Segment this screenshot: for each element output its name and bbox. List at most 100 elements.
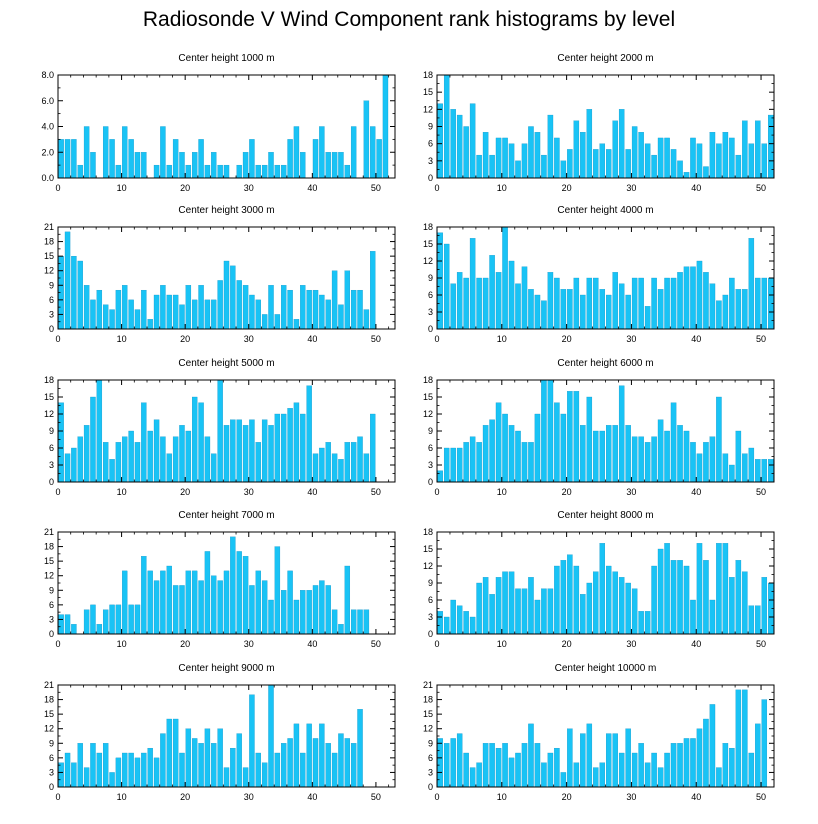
bar [300, 152, 306, 179]
x-tick-label: 10 [117, 183, 127, 193]
bar [90, 743, 96, 788]
bar [612, 733, 618, 788]
bar [350, 609, 357, 635]
bar [618, 109, 625, 179]
bar [683, 738, 690, 788]
bar [567, 728, 573, 788]
x-tick-label: 40 [691, 792, 701, 802]
bar [242, 556, 249, 635]
bar [696, 728, 703, 788]
bar [58, 614, 64, 635]
bar [198, 139, 204, 179]
bar [58, 402, 64, 483]
bar [71, 447, 77, 483]
bar [729, 137, 735, 179]
bar [319, 723, 325, 788]
bar [109, 772, 115, 788]
bar [83, 126, 90, 179]
bar [612, 571, 618, 635]
bar [236, 280, 242, 330]
bar [605, 565, 612, 635]
bar [192, 738, 198, 788]
y-tick-label: 3 [428, 767, 433, 777]
bar [742, 120, 748, 179]
bar [625, 149, 631, 179]
bar [128, 752, 134, 788]
x-tick-label: 10 [497, 183, 507, 193]
bar [71, 624, 77, 635]
bar [547, 588, 554, 635]
bar [463, 126, 469, 179]
bar [211, 575, 217, 635]
bar [109, 139, 115, 179]
x-tick-label: 20 [562, 334, 572, 344]
x-tick-label: 50 [371, 334, 381, 344]
y-tick-label: 15 [44, 709, 54, 719]
x-tick-label: 0 [434, 334, 439, 344]
bar [690, 137, 696, 179]
x-tick-label: 20 [562, 639, 572, 649]
bar [109, 604, 115, 635]
x-tick-label: 10 [117, 334, 127, 344]
bar [657, 137, 664, 179]
bar [618, 577, 625, 635]
bar [456, 447, 463, 483]
chart-panel-6: Center height 6000 m 0 10 20 30 40 50 0 3 6 9 12 15 1… [423, 358, 775, 497]
y-tick-label: 0 [428, 629, 433, 639]
y-tick-label: 6 [49, 295, 54, 305]
y-tick-label: 18 [423, 70, 433, 80]
bar [573, 391, 580, 483]
bar [261, 580, 268, 635]
bar [593, 767, 599, 788]
bar [141, 752, 147, 788]
bar [690, 599, 696, 635]
bar [160, 733, 166, 788]
y-tick-label: 2.0 [41, 147, 54, 157]
bar [683, 565, 690, 635]
bar [281, 413, 287, 483]
y-tick-label: 9 [49, 426, 54, 436]
bar [450, 283, 456, 330]
x-tick-label: 20 [180, 792, 190, 802]
bar [198, 402, 204, 483]
bar [547, 114, 554, 179]
x-tick-label: 30 [244, 487, 254, 497]
bar [651, 436, 657, 483]
bar [134, 442, 141, 483]
y-tick-label: 0 [49, 477, 54, 487]
bar [204, 728, 211, 788]
bar [204, 164, 211, 179]
bar [83, 767, 90, 788]
bar [495, 402, 502, 483]
bar [249, 585, 255, 635]
bar [217, 164, 223, 179]
bar [521, 143, 528, 179]
bar [664, 543, 670, 635]
x-tick-label: 20 [562, 487, 572, 497]
bar [586, 277, 593, 330]
bar [554, 137, 560, 179]
bar [274, 164, 281, 179]
bar [102, 743, 109, 788]
bar [476, 277, 482, 330]
bar [128, 604, 134, 635]
chart-panel-7: Center height 7000 m 0 10 20 30 40 50 0 3 6 9 12 15 1… [44, 510, 396, 649]
bar [64, 453, 71, 483]
bar [482, 132, 489, 179]
bar [573, 565, 580, 635]
bar [567, 289, 573, 330]
bar [64, 231, 71, 330]
panel-title: Center height 6000 m [557, 358, 653, 369]
bar [560, 160, 567, 179]
bar [534, 294, 541, 330]
bar [580, 733, 586, 788]
bar [281, 590, 287, 635]
bar [102, 304, 109, 330]
x-tick-label: 40 [307, 183, 317, 193]
bar [651, 154, 657, 179]
bar [696, 543, 703, 635]
y-tick-label: 9 [428, 122, 433, 132]
bar [469, 436, 476, 483]
bar [508, 571, 515, 635]
bar [709, 704, 716, 788]
